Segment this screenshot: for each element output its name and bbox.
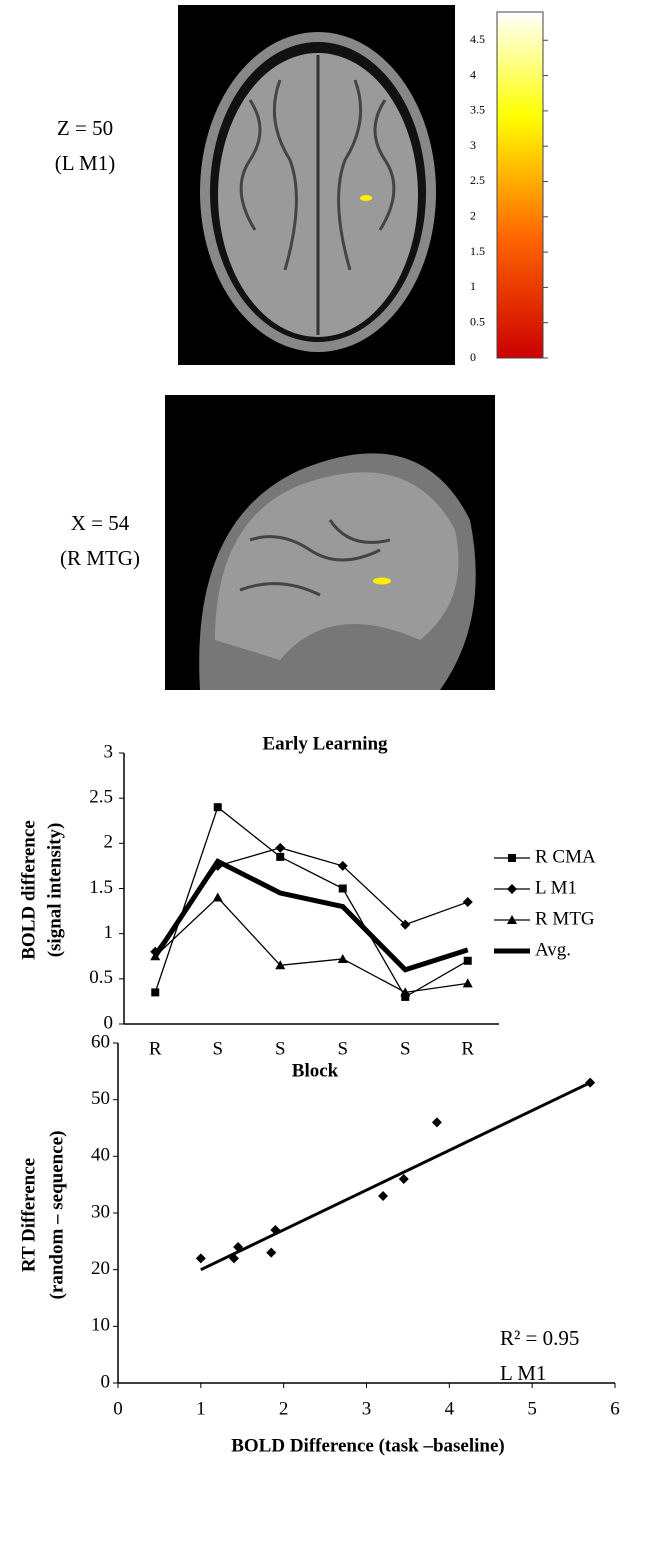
x-tick-label: 1	[196, 1398, 206, 1419]
x-tick-label: 5	[527, 1398, 537, 1419]
x-tick-label: S	[275, 1038, 286, 1059]
y-tick-label: 20	[91, 1258, 110, 1279]
colorbar-tick-label: 0.5	[470, 314, 485, 328]
x-tick-label: 6	[610, 1398, 620, 1419]
y-axis-label: BOLD difference	[18, 820, 39, 960]
panel-label: (L M1)	[55, 151, 115, 175]
x-tick-label: S	[212, 1038, 223, 1059]
marker	[276, 853, 284, 861]
y-tick-label: 1	[104, 922, 114, 943]
colorbar	[497, 12, 543, 358]
colorbar-tick-label: 4.5	[470, 32, 485, 46]
x-tick-label: 2	[279, 1398, 289, 1419]
y-tick-label: 30	[91, 1201, 110, 1222]
chart-title: Early Learning	[262, 733, 388, 754]
legend-label: Avg.	[535, 939, 571, 960]
y-axis-label: (signal intensity)	[44, 823, 65, 958]
y-tick-label: 2	[104, 832, 114, 853]
colorbar-tick-label: 3.5	[470, 103, 485, 117]
annotation: L M1	[500, 1361, 546, 1385]
x-axis-label: Block	[292, 1060, 339, 1081]
x-tick-label: 3	[362, 1398, 372, 1419]
colorbar-tick-label: 2	[470, 209, 476, 223]
legend-label: R MTG	[535, 908, 595, 929]
trendline	[201, 1083, 590, 1270]
y-tick-label: 0	[101, 1371, 111, 1392]
y-tick-label: 10	[91, 1315, 110, 1336]
colorbar-tick-label: 2.5	[470, 173, 485, 187]
x-tick-label: S	[337, 1038, 348, 1059]
x-tick-label: 0	[113, 1398, 123, 1419]
marker	[214, 803, 222, 811]
y-tick-label: 60	[91, 1031, 110, 1052]
axial-brain-image	[178, 5, 455, 365]
annotation: R² = 0.95	[500, 1326, 579, 1350]
y-axis-label: (random – sequence)	[46, 1131, 67, 1300]
series-line	[155, 898, 468, 993]
marker	[338, 954, 348, 963]
marker	[275, 843, 285, 853]
marker	[339, 885, 347, 893]
x-axis-label: BOLD Difference (task –baseline)	[231, 1435, 505, 1456]
point	[378, 1191, 388, 1201]
x-tick-label: S	[400, 1038, 411, 1059]
panel-label: X = 54	[71, 511, 130, 535]
panel-label: (R MTG)	[60, 546, 140, 570]
sagittal-brain-image	[165, 395, 495, 690]
y-tick-label: 1.5	[89, 877, 113, 898]
legend-label: R CMA	[535, 846, 596, 867]
colorbar-tick-label: 0	[470, 350, 476, 364]
figure: Z = 50 (L M1) X = 54 (R MTG) 0 0.5 1 1.5 2 2.5 3 3.…	[0, 0, 655, 1556]
y-tick-label: 2.5	[89, 787, 113, 808]
series-line	[155, 861, 468, 969]
marker	[151, 988, 159, 996]
point	[585, 1078, 595, 1088]
x-tick-label: 4	[445, 1398, 455, 1419]
y-tick-label: 50	[91, 1088, 110, 1109]
panel-label: Z = 50	[57, 116, 113, 140]
marker	[463, 978, 473, 987]
marker	[464, 957, 472, 965]
legend-label: L M1	[535, 877, 577, 898]
colorbar-tick-label: 1	[470, 279, 476, 293]
y-tick-label: 0.5	[89, 967, 113, 988]
legend-marker	[508, 854, 516, 862]
point	[266, 1248, 276, 1258]
legend-marker	[507, 884, 517, 894]
x-tick-label: R	[461, 1038, 474, 1059]
colorbar-tick-label: 3	[470, 138, 476, 152]
colorbar-tick-label: 4	[470, 67, 476, 81]
marker	[463, 897, 473, 907]
x-tick-label: R	[149, 1038, 162, 1059]
point	[196, 1253, 206, 1263]
y-tick-label: 0	[104, 1012, 114, 1033]
y-tick-label: 40	[91, 1145, 110, 1166]
y-tick-label: 3	[104, 741, 114, 762]
colorbar-tick-label: 1.5	[470, 244, 485, 258]
point	[432, 1117, 442, 1127]
y-axis-label: RT Difference	[18, 1158, 39, 1272]
marker	[213, 893, 223, 902]
